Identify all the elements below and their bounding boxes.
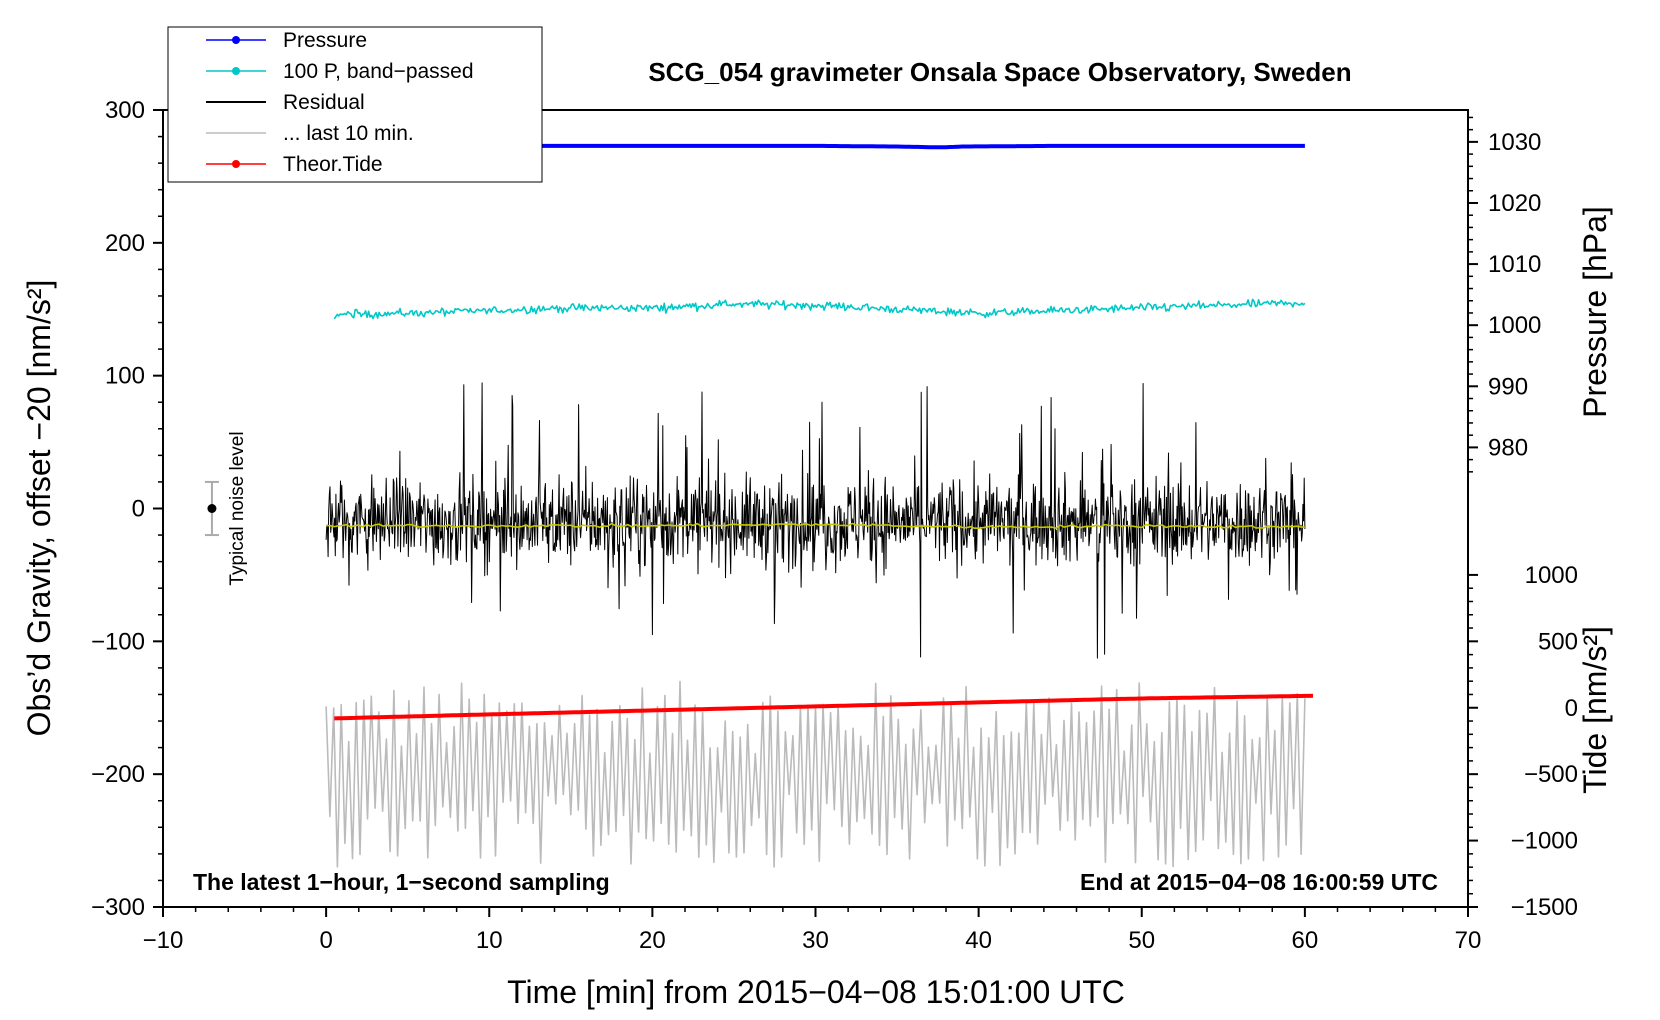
y-tick-label-pressure: 1000 — [1488, 312, 1541, 339]
series-line-last-10-min — [325, 680, 1306, 868]
legend: Pressure 100 P, band−passed Residual ... la… — [167, 26, 543, 183]
x-tick-label: 70 — [1455, 927, 1482, 954]
series-line-residual — [325, 382, 1306, 659]
y-tick-label-left: 0 — [132, 496, 145, 523]
y-tick-label-tide: −1000 — [1511, 828, 1578, 855]
noise-label: Typical noise level — [227, 431, 248, 585]
y-axis-label-tide: Tide [nm/s²] — [1577, 626, 1613, 794]
y-tick-label-left: −300 — [91, 894, 145, 921]
x-axis-label: Time [min] from 2015−04−08 15:01:00 UTC — [507, 974, 1125, 1010]
legend-label: Pressure — [283, 29, 367, 52]
legend-box — [167, 26, 543, 183]
y-tick-label-left: 200 — [105, 230, 145, 257]
x-tick-label: 0 — [319, 927, 332, 954]
series-line-residual-smoothed — [326, 522, 1305, 529]
y-tick-label-tide: 1000 — [1525, 562, 1578, 589]
y-tick-label-tide: −1500 — [1511, 894, 1578, 921]
x-tick-label: 40 — [965, 927, 992, 954]
annotation-sampling: The latest 1−hour, 1−second sampling — [193, 869, 610, 895]
y-tick-label-pressure: 1020 — [1488, 190, 1541, 217]
x-tick-label: 60 — [1292, 927, 1319, 954]
legend-label: Theor.Tide — [283, 153, 383, 176]
y-tick-label-left: −200 — [91, 761, 145, 788]
legend-item: 100 P, band−passed — [206, 60, 474, 83]
annotation-end-time: End at 2015−04−08 16:00:59 UTC — [1080, 869, 1438, 895]
y-tick-label-left: 300 — [105, 97, 145, 124]
legend-marker — [232, 36, 240, 44]
y-axis-label-pressure: Pressure [hPa] — [1577, 206, 1613, 418]
legend-marker — [232, 160, 240, 168]
x-tick-label: 20 — [639, 927, 666, 954]
y-tick-label-tide: 0 — [1565, 695, 1578, 722]
noise-point — [207, 504, 217, 513]
x-tick-label: −10 — [143, 927, 184, 954]
y-tick-label-pressure: 1030 — [1488, 129, 1541, 156]
legend-item: ... last 10 min. — [206, 122, 414, 145]
legend-label: ... last 10 min. — [283, 122, 414, 145]
y-tick-label-tide: 500 — [1538, 628, 1578, 655]
y-tick-label-left: −100 — [91, 628, 145, 655]
chart-title: SCG_054 gravimeter Onsala Space Observat… — [648, 57, 1351, 87]
y-tick-label-pressure: 1010 — [1488, 251, 1541, 278]
x-tick-label: 50 — [1128, 927, 1155, 954]
legend-item: Theor.Tide — [206, 153, 383, 176]
legend-item: Pressure — [206, 29, 367, 52]
y-tick-label-pressure: 980 — [1488, 434, 1528, 461]
series-line-100-p-band-passed — [333, 298, 1306, 320]
y-tick-label-left: 100 — [105, 363, 145, 390]
y-tick-label-pressure: 990 — [1488, 373, 1528, 400]
legend-item: Residual — [206, 91, 365, 114]
legend-marker — [232, 67, 240, 75]
y-axis-label-left: Obs’d Gravity, offset −20 [nm/s²] — [21, 280, 57, 737]
x-tick-label: 10 — [476, 927, 503, 954]
x-tick-label: 30 — [802, 927, 829, 954]
legend-label: Residual — [283, 91, 365, 114]
legend-label: 100 P, band−passed — [283, 60, 474, 83]
y-tick-label-tide: −500 — [1524, 761, 1578, 788]
series-line-theor-tide — [334, 693, 1314, 721]
